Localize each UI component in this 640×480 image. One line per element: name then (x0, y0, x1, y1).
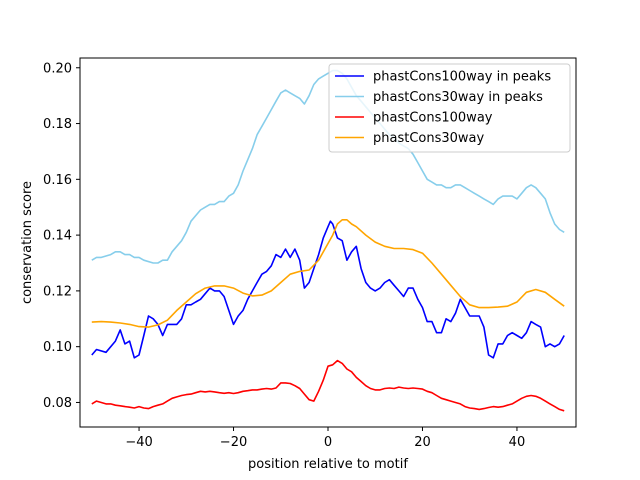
y-tick-label: 0.08 (43, 396, 72, 411)
series-line-2 (91, 359, 565, 412)
x-tick-label: −20 (220, 435, 247, 450)
x-tick-label: 40 (509, 435, 526, 450)
legend: phastCons100way in peaks phastCons30way i… (328, 63, 571, 153)
y-tick-label: 0.14 (43, 229, 72, 244)
x-tick-label: 20 (414, 435, 431, 450)
y-tick-label: 0.10 (43, 340, 72, 355)
y-tick-label: 0.20 (43, 61, 72, 76)
series-line-3 (91, 219, 565, 328)
y-axis-label: conservation score (20, 181, 35, 304)
y-tick-label: 0.18 (43, 117, 72, 132)
y-tick-label: 0.12 (43, 284, 72, 299)
ticks-layer: −40 −20 0 20 40 0.08 0.10 0.12 0.14 0.16 0.18 0.20 (43, 61, 525, 450)
legend-label-3: phastCons30way (373, 131, 485, 146)
legend-box (328, 63, 571, 153)
legend-label-1: phastCons30way in peaks (373, 90, 543, 105)
y-tick-label: 0.16 (43, 173, 72, 188)
series-line-0 (91, 220, 565, 359)
legend-label-2: phastCons100way (373, 111, 493, 126)
x-axis-label: position relative to motif (248, 457, 408, 472)
x-tick-label: 0 (324, 435, 332, 450)
legend-label-0: phastCons100way in peaks (373, 70, 551, 85)
x-tick-label: −40 (125, 435, 152, 450)
